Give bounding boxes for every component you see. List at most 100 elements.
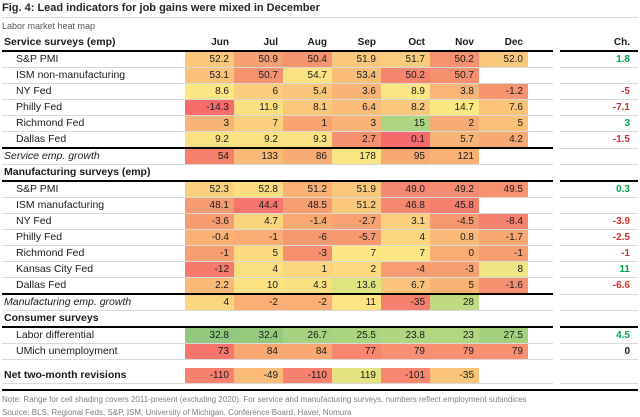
row-label: Dallas Fed	[16, 133, 67, 145]
row-pad	[528, 182, 553, 197]
row-pad	[528, 295, 553, 310]
table-row: Manufacturing emp. growth 4 -2 -2 11 -35 28	[2, 295, 638, 311]
row-main: Philly Fed -0.4 -1 -6 -5.7 4 0.8 -1.7	[2, 230, 553, 246]
column-header-jun: Jun	[211, 37, 229, 48]
heatmap-cell: 54.7	[283, 68, 332, 83]
column-header-sep: Sep	[357, 37, 376, 48]
heatmap-cell: 51.2	[332, 198, 381, 213]
table-row: ISM non-manufacturing 53.1 50.7 54.7 53.4 50.…	[2, 68, 638, 84]
heatmap-cell: -2	[234, 295, 283, 310]
heatmap-cell	[234, 165, 283, 180]
row-label: Philly Fed	[16, 231, 63, 243]
row-pad	[528, 344, 553, 359]
heatmap-cell: 7	[234, 116, 283, 131]
heatmap-cell: -0.4	[185, 230, 234, 245]
heatmap-cell: -12	[185, 262, 234, 277]
row-main: Consumer surveys	[2, 311, 553, 328]
heatmap-cell: -1	[185, 246, 234, 261]
header-main: Service surveys (emp) Jun Jul Aug Sep Oc…	[2, 35, 553, 52]
heatmap-cell: 2	[332, 262, 381, 277]
row-main: Dallas Fed 2.2 10 4.3 13.6 6.7 5 -1.6	[2, 278, 553, 295]
heatmap-cell: 5	[234, 246, 283, 261]
heatmap-cell: 0	[430, 246, 479, 261]
row-pad	[528, 68, 553, 83]
heatmap-cell: 10	[234, 278, 283, 293]
bottom-rule	[2, 389, 638, 391]
change-value: 4.5	[560, 328, 638, 344]
change-value: -3.9	[560, 214, 638, 230]
table-row: Labor differential 32.8 32.4 26.7 25.5 23.8 23…	[2, 328, 638, 344]
row-main: Philly Fed -14.3 11.9 8.1 6.4 8.2 14.7 7.6	[2, 100, 553, 116]
table-row: Kansas City Fed -12 4 1 2 -4 -3 8 11	[2, 262, 638, 278]
heatmap-cell: 6	[234, 84, 283, 99]
change-value: 0	[560, 344, 638, 360]
heatmap-cell: 50.4	[283, 52, 332, 67]
row-main: S&P PMI 52.3 52.8 51.2 51.9 49.0 49.2 49.5	[2, 182, 553, 198]
heatmap-cell: -5.7	[332, 230, 381, 245]
row-label: UMich unemployment	[16, 345, 118, 357]
heatmap-cell: 50.7	[234, 68, 283, 83]
heatmap-cell: -1.7	[479, 230, 528, 245]
column-header-aug: Aug	[307, 37, 327, 48]
heatmap-cell: 8.2	[381, 100, 430, 115]
row-label: Manufacturing emp. growth	[4, 296, 132, 308]
column-gap	[553, 132, 560, 149]
row-pad	[528, 278, 553, 293]
row-label: Service emp. growth	[4, 150, 100, 162]
heatmap-cell: 3.8	[430, 84, 479, 99]
row-pad	[528, 116, 553, 131]
heatmap-table: Service surveys (emp) Jun Jul Aug Sep Oc…	[2, 35, 638, 384]
heatmap-cell: 48.5	[283, 198, 332, 213]
column-gap	[553, 52, 560, 68]
column-gap	[553, 100, 560, 116]
heatmap-cell: 27.5	[479, 328, 528, 343]
heatmap-cell: 1	[283, 262, 332, 277]
row-main: ISM manufacturing 48.1 44.4 48.5 51.2 46.8 45.…	[2, 198, 553, 214]
heatmap-cell: 5	[479, 116, 528, 131]
row-main: ISM non-manufacturing 53.1 50.7 54.7 53.4 50.…	[2, 68, 553, 84]
change-value	[560, 295, 638, 311]
change-value: 11	[560, 262, 638, 278]
heatmap-cell	[381, 311, 430, 326]
heatmap-cell: 49.0	[381, 182, 430, 197]
row-label: Philly Fed	[16, 101, 63, 113]
heatmap-cell: 95	[381, 149, 430, 164]
table-row: Service emp. growth 54 133 86 178 95 121	[2, 149, 638, 165]
table-row: Dallas Fed 9.2 9.2 9.3 2.7 0.1 5.7 4.2 -1.5	[2, 132, 638, 149]
row-main: Labor differential 32.8 32.4 26.7 25.5 23.8 23…	[2, 328, 553, 344]
heatmap-cell	[479, 68, 528, 83]
heatmap-cell: -110	[283, 368, 332, 383]
heatmap-cell: 54	[185, 149, 234, 164]
table-row: S&P PMI 52.3 52.8 51.2 51.9 49.0 49.2 49.5 0.3	[2, 182, 638, 198]
heatmap-cell: 4	[185, 295, 234, 310]
heatmap-cell: 121	[430, 149, 479, 164]
change-value	[560, 198, 638, 214]
note-text: Note: Range for cell shading covers 2011…	[2, 395, 527, 404]
heatmap-cell: 25.5	[332, 328, 381, 343]
heatmap-cell: -8.4	[479, 214, 528, 229]
heatmap-cell: 32.8	[185, 328, 234, 343]
column-gap	[553, 262, 560, 278]
heatmap-cell: 0.1	[381, 132, 430, 147]
heatmap-cell	[332, 165, 381, 180]
row-main: Manufacturing surveys (emp)	[2, 165, 553, 182]
row-pad	[528, 149, 553, 164]
row-main: Richmond Fed 3 7 1 3 15 2 5	[2, 116, 553, 132]
change-value: 3	[560, 116, 638, 132]
row-pad	[528, 52, 553, 67]
row-label: Dallas Fed	[16, 279, 67, 291]
change-value: -7.1	[560, 100, 638, 116]
heatmap-cell: 7	[332, 246, 381, 261]
heatmap-cell: 4.3	[283, 278, 332, 293]
change-column-header: Ch.	[560, 35, 638, 52]
heatmap-cell: 77	[332, 344, 381, 359]
heatmap-cell	[185, 311, 234, 326]
heatmap-cell: 50.2	[430, 52, 479, 67]
row-main: NY Fed -3.6 4.7 -1.4 -2.7 3.1 -4.5 -8.4	[2, 214, 553, 230]
heatmap-cell	[479, 198, 528, 213]
heatmap-cell: -1.4	[283, 214, 332, 229]
heatmap-cell	[479, 368, 528, 383]
row-label: Kansas City Fed	[16, 263, 94, 275]
heatmap-cell: 7.6	[479, 100, 528, 115]
